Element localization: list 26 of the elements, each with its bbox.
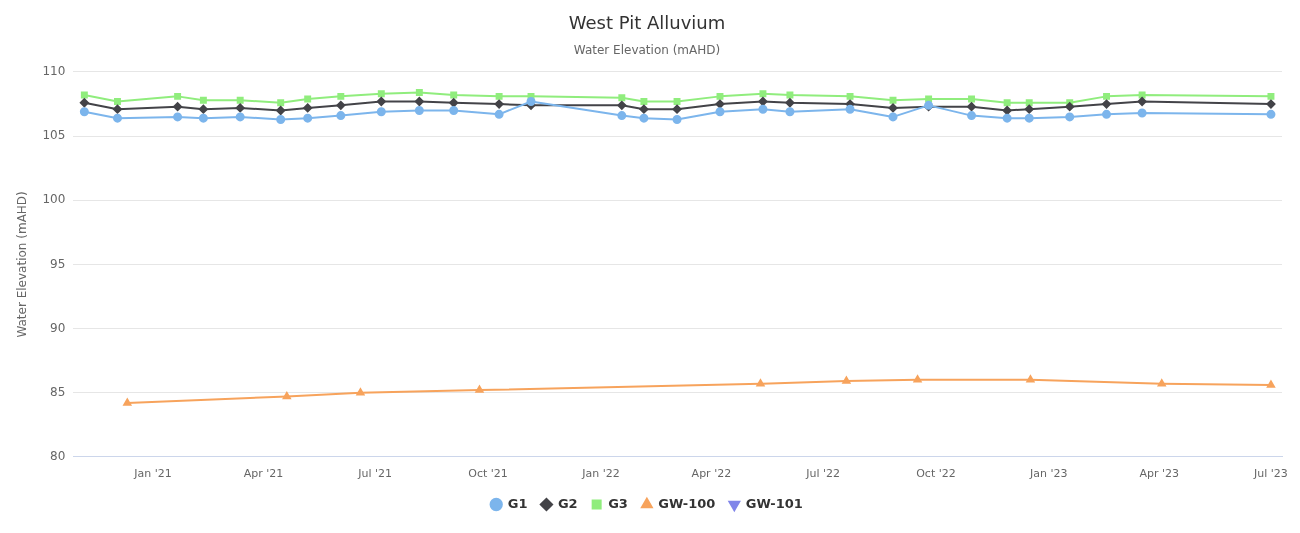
x-tick-label: Apr '21 (243, 467, 284, 481)
chart-title: West Pit Alluvium (568, 12, 726, 34)
x-tick-label: Jul '22 (805, 467, 840, 481)
legend-label: G3 (608, 495, 628, 511)
x-tick-label: Jul '21 (357, 467, 393, 481)
y-tick-label: 100 (42, 192, 66, 207)
chart-subtitle: Water Elevation (mAHD) (573, 42, 721, 57)
x-tick-label: Apr '22 (691, 467, 732, 481)
x-tick-label: Jan '21 (133, 467, 172, 481)
x-tick-label: Jan '22 (581, 467, 620, 481)
legend-label: G1 (507, 495, 528, 511)
y-tick-label: 80 (50, 448, 66, 463)
legend-label: GW-101 (745, 495, 803, 511)
y-tick-label: 110 (42, 64, 66, 79)
x-tick-label: Apr '23 (1139, 467, 1180, 481)
y-tick-label: 90 (50, 320, 66, 335)
y-tick-label: 85 (50, 384, 66, 399)
x-tick-label: Jul '23 (1253, 467, 1288, 481)
x-tick-label: Jan '23 (1029, 467, 1068, 481)
y-axis-title: Water Elevation (mAHD) (15, 191, 30, 338)
y-tick-label: 105 (42, 128, 66, 143)
y-tick-label: 95 (50, 256, 66, 271)
legend-label: GW-100 (658, 495, 716, 511)
x-tick-label: Oct '21 (468, 467, 508, 481)
legend-label: G2 (557, 495, 578, 511)
x-tick-label: Oct '22 (916, 467, 956, 481)
